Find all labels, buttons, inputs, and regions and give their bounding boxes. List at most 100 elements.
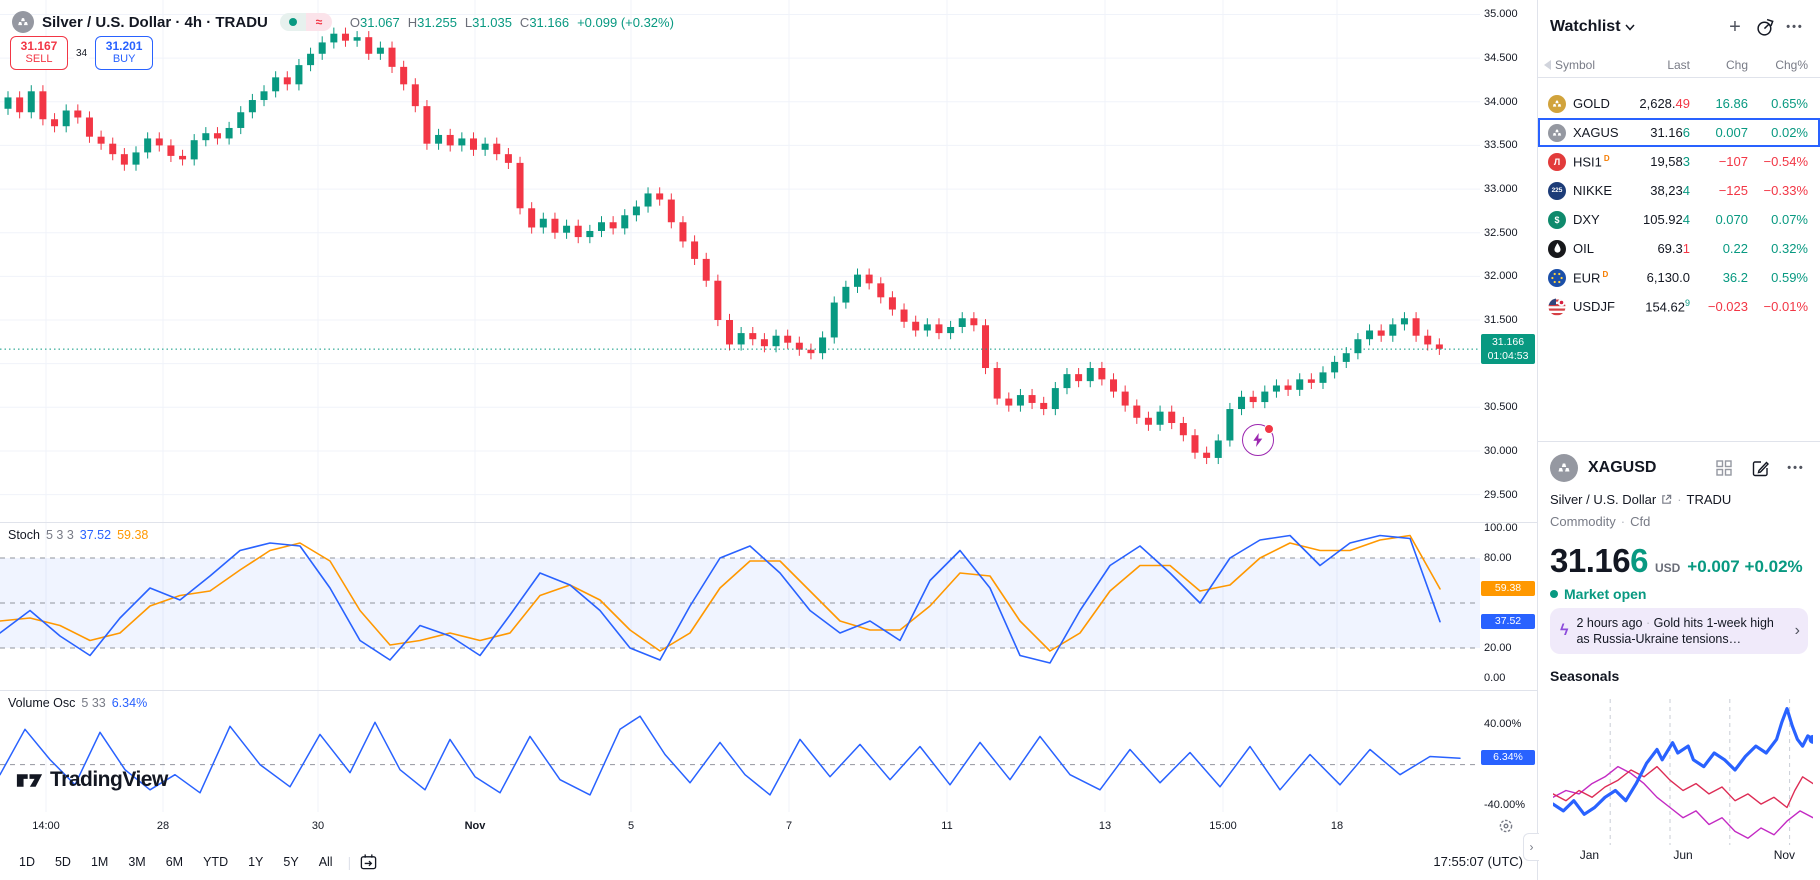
watchlist-title[interactable]: Watchlist — [1550, 18, 1621, 35]
stochastic-pane[interactable] — [0, 522, 1480, 690]
toolbar-divider: | — [347, 853, 352, 870]
range-button-5d[interactable]: 5D — [54, 854, 71, 869]
column-chg-pct[interactable]: Chg% — [1775, 57, 1808, 72]
symbol-description[interactable]: Silver / U.S. Dollar — [1550, 492, 1657, 507]
stoch-params: 5 3 3 — [45, 528, 74, 542]
news-headline: 2 hours ago · Gold hits 1-week high as R… — [1576, 616, 1774, 646]
time-axis-tick: 7 — [785, 820, 793, 832]
tradingview-logo[interactable]: TradingView — [16, 768, 168, 792]
volume-oscillator-pane[interactable] — [0, 690, 1480, 812]
seasonals-chart[interactable] — [1553, 695, 1813, 845]
column-last[interactable]: Last — [1667, 57, 1690, 72]
watchlist-column-headers: Symbol Last Chg Chg% — [1538, 52, 1820, 78]
main-candlestick-chart[interactable] — [0, 0, 1480, 522]
volume-osc-params: 5 33 — [81, 696, 106, 710]
watchlist-last: 69.31 — [1657, 241, 1690, 256]
panel-divider — [1538, 441, 1820, 442]
watchlist-last: 19,583 — [1650, 154, 1690, 169]
sell-button[interactable]: 31.167 SELL — [10, 36, 68, 70]
market-status-pill[interactable]: ≈ — [279, 13, 332, 31]
grid-view-icon[interactable] — [1711, 455, 1737, 481]
tradingview-logo-icon — [16, 773, 43, 787]
nikkei-225-icon: 225 — [1548, 181, 1566, 200]
chevron-down-icon[interactable] — [1624, 24, 1635, 31]
buy-button[interactable]: 31.201 BUY — [95, 36, 154, 70]
open-value: 31.067 — [360, 14, 400, 30]
stoch-d-value: 59.38 — [117, 528, 149, 542]
y-axis-tick: 100.00 — [1484, 522, 1518, 534]
watchlist-sections-icon[interactable] — [1752, 14, 1778, 40]
symbol-description-row: Silver / U.S. Dollar · TRADU — [1550, 492, 1731, 507]
y-axis-tick: 32.500 — [1484, 226, 1518, 239]
watchlist-row-nikke[interactable]: 225 NIKKE 38,234 −125 −0.33% — [1538, 176, 1820, 205]
watchlist-last: 105.924 — [1643, 212, 1690, 227]
currency-label: USD — [1654, 561, 1681, 575]
silver-symbol-icon — [1550, 454, 1578, 482]
range-button-1y[interactable]: 1Y — [248, 854, 264, 869]
symbol-title[interactable]: Silver / U.S. Dollar · 4h · TRADU — [42, 13, 268, 31]
time-axis-tick: 15:00 — [1209, 820, 1237, 832]
watchlist-last: 154.629 — [1645, 298, 1690, 315]
volume-osc-axis-label[interactable]: 6.34% — [1481, 750, 1535, 766]
seasonals-x-tick: Jun — [1673, 848, 1693, 862]
go-to-date-button[interactable] — [359, 853, 378, 871]
external-link-icon[interactable] — [1661, 494, 1672, 505]
close-value: 31.166 — [529, 14, 570, 30]
range-button-ytd[interactable]: YTD — [203, 854, 229, 869]
time-axis[interactable]: 14:00 28 30 Nov 5 7 11 13 15:00 18 — [0, 812, 1537, 843]
y-axis-tick: 80.00 — [1484, 552, 1512, 564]
y-axis-tick: -40.00% — [1484, 798, 1525, 811]
watchlist-row-eur[interactable]: EUR D 6,130.0 36.2 0.59% — [1538, 263, 1820, 292]
watchlist-row-oil[interactable]: OIL 69.31 0.22 0.32% — [1538, 234, 1820, 263]
stoch-d-axis-label[interactable]: 59.38 — [1481, 580, 1535, 596]
watchlist-row-hsi1[interactable]: Л HSI1 D 19,583 −107 −0.54% — [1538, 147, 1820, 176]
add-symbol-button[interactable]: + — [1729, 16, 1741, 38]
current-price-label[interactable]: 31.166 01:04:53 — [1481, 334, 1535, 365]
high-label: H — [407, 14, 418, 30]
volume-osc-legend[interactable]: Volume Osc 5 33 6.34% — [8, 696, 147, 710]
symbol-name[interactable]: XAGUSD — [1588, 459, 1657, 476]
column-chg[interactable]: Chg — [1725, 57, 1748, 72]
open-label: O — [349, 14, 360, 30]
news-card[interactable]: ϟ 2 hours ago · Gold hits 1-week high as… — [1550, 608, 1808, 654]
time-axis-tick: Nov — [464, 820, 486, 832]
stoch-k-axis-label[interactable]: 37.52 — [1481, 613, 1535, 629]
pane-divider[interactable] — [0, 690, 1537, 691]
chart-settings-gear-icon[interactable] — [1498, 818, 1514, 834]
lightning-icon — [1253, 433, 1263, 447]
watchlist-row-xagus[interactable]: XAGUS 31.166 0.007 0.02% — [1538, 118, 1820, 147]
quick-trade-lightning-button[interactable] — [1242, 424, 1274, 456]
y-axis-tick: 34.500 — [1484, 52, 1518, 65]
session-clock[interactable]: 17:55:07 (UTC) — [1433, 854, 1523, 869]
watchlist-more-button[interactable]: ••• — [1786, 21, 1804, 33]
collapse-panel-button[interactable]: › — [1523, 833, 1539, 861]
range-button-1m[interactable]: 1M — [90, 854, 109, 869]
range-button-6m[interactable]: 6M — [165, 854, 184, 869]
edit-note-icon[interactable] — [1747, 455, 1773, 481]
stoch-legend[interactable]: Stoch 5 3 3 37.52 59.38 — [8, 528, 148, 542]
y-axis-tick: 29.500 — [1484, 488, 1518, 501]
pane-divider[interactable] — [0, 522, 1537, 523]
flag-column-icon[interactable] — [1544, 59, 1551, 70]
range-button-3m[interactable]: 3M — [128, 854, 146, 869]
time-axis-tick: 11 — [941, 820, 953, 832]
column-symbol[interactable]: Symbol — [1555, 57, 1596, 72]
watchlist-chg: −107 — [1718, 154, 1748, 169]
sell-price: 31.167 — [20, 39, 58, 53]
chart-legend: Silver / U.S. Dollar · 4h · TRADU ≈ O31.… — [12, 10, 674, 34]
watchlist-last: 38,234 — [1650, 183, 1690, 198]
watchlist-row-gold[interactable]: GOLD 2,628.49 16.86 0.65% — [1538, 89, 1820, 118]
symbol-more-button[interactable]: ••• — [1787, 462, 1805, 474]
silver-bars-icon — [1548, 123, 1566, 142]
range-button-all[interactable]: All — [318, 854, 333, 869]
range-button-1d[interactable]: 1D — [19, 854, 35, 869]
order-panel: 31.167 SELL 34 31.201 BUY — [10, 36, 154, 70]
range-button-5y[interactable]: 5Y — [283, 854, 299, 869]
close-label: C — [519, 14, 530, 30]
y-axis-tick: 33.500 — [1484, 139, 1518, 152]
watchlist-row-usdjf[interactable]: USDJF 154.629 −0.023 −0.01% — [1538, 292, 1820, 321]
watchlist-symbol: OIL — [1573, 241, 1594, 256]
watchlist-row-dxy[interactable]: $ DXY 105.924 0.070 0.07% — [1538, 205, 1820, 234]
watchlist-chg: −125 — [1718, 183, 1748, 198]
y-axis-tick: 20.00 — [1484, 642, 1512, 654]
